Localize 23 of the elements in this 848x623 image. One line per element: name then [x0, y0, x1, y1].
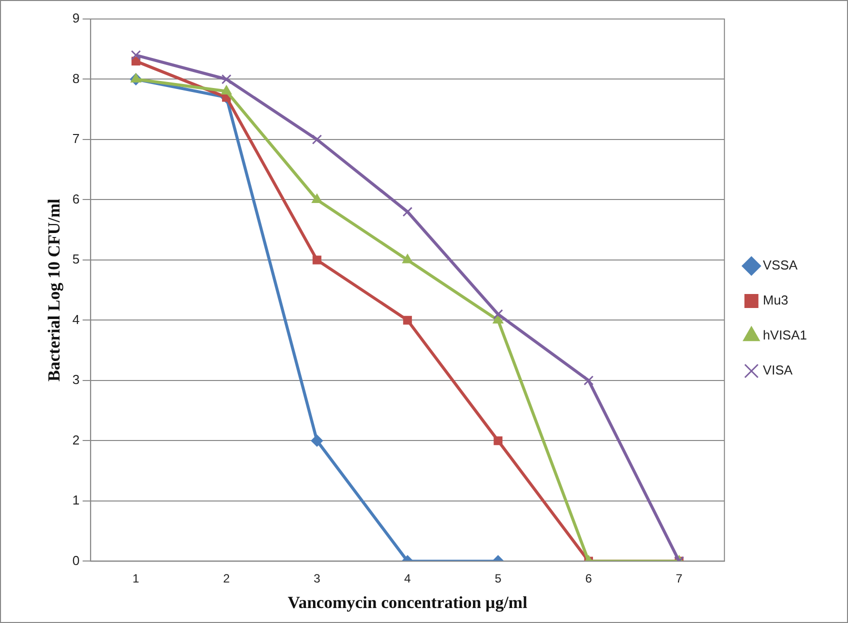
y-tick-label: 9 [72, 10, 80, 26]
y-tick-label: 4 [72, 312, 80, 327]
y-tick-label: 6 [72, 191, 80, 206]
y-tick-label: 7 [72, 131, 80, 146]
y-tick-label: 1 [72, 492, 80, 508]
x-tick-label: 2 [223, 572, 230, 586]
y-tick-label: 3 [72, 372, 80, 388]
y-tick-label: 8 [72, 70, 80, 86]
x-tick-label: 7 [676, 572, 683, 586]
y-tick-label: 2 [72, 432, 80, 448]
y-tick-label: 0 [72, 552, 80, 568]
legend-label: VISA [762, 362, 793, 378]
x-tick-label: 5 [494, 572, 502, 586]
x-tick-label: 6 [585, 572, 592, 586]
y-axis-title: Bacterial Log 10 CFU/ml [44, 198, 64, 382]
legend-label: Mu3 [762, 292, 788, 308]
legend-label: VSSA [762, 258, 798, 273]
legend-label: hVISA1 [762, 328, 808, 343]
y-tick-label: 5 [72, 252, 80, 267]
x-tick-label: 1 [132, 572, 140, 586]
x-tick-label: 3 [314, 572, 321, 586]
x-tick-label: 4 [404, 572, 412, 586]
x-axis-title: Vancomycin concentration µg/ml [288, 593, 528, 612]
